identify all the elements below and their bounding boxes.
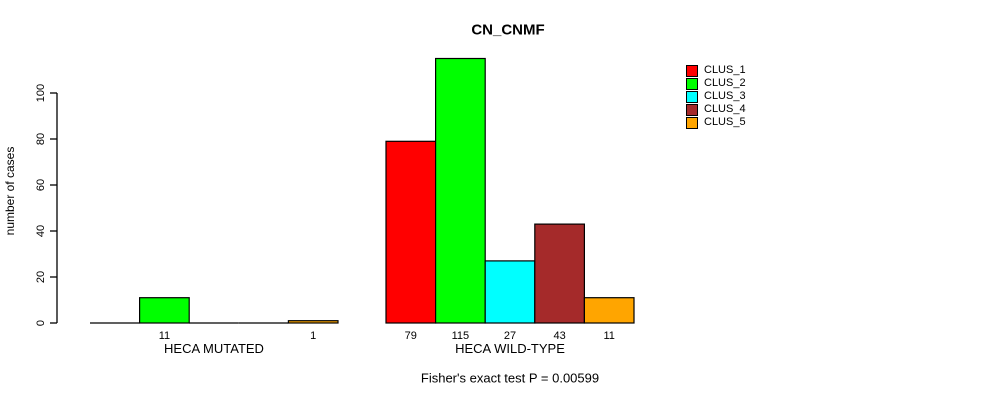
legend-swatch-clus_4 (686, 103, 698, 116)
legend-item: CLUS_5 (686, 116, 746, 129)
y-tick-label: 40 (35, 225, 47, 237)
y-tick-label: 0 (35, 320, 47, 326)
bar-clus_5-mutated (287, 320, 339, 324)
fisher-test-caption: Fisher's exact test P = 0.00599 (420, 370, 600, 386)
bar-clus_1-wildtype (385, 140, 437, 324)
bar-value-label: 27 (504, 330, 516, 342)
legend-label: CLUS_3 (704, 90, 746, 102)
bar-value-label: 11 (159, 330, 170, 342)
group-labels: HECA MUTATED HECA WILD-TYPE (164, 341, 565, 356)
bar-clus_2-mutated (139, 297, 190, 324)
bars-layer (90, 57, 635, 324)
y-tick-label: 100 (35, 84, 47, 102)
bar-clus_4-wildtype (534, 223, 585, 324)
legend-swatch-clus_2 (686, 77, 698, 90)
bar-value-labels: 11 1 79 115 27 43 11 (159, 330, 615, 342)
y-tick-label: 60 (35, 179, 47, 191)
legend-item: CLUS_1 (686, 64, 746, 77)
bar-value-label: 1 (310, 330, 316, 342)
legend-item: CLUS_3 (686, 90, 746, 103)
legend-swatch-clus_3 (686, 90, 698, 103)
bar-value-label: 115 (452, 330, 470, 342)
bar-value-label: 11 (603, 330, 614, 342)
bar-clus_2-wildtype (435, 57, 486, 324)
y-tick-label: 20 (35, 271, 47, 283)
group-label: HECA WILD-TYPE (455, 341, 565, 356)
y-axis: 0 20 40 60 80 100 (35, 84, 58, 326)
legend-label: CLUS_5 (704, 116, 746, 128)
group-label: HECA MUTATED (164, 341, 264, 356)
bar-value-label: 43 (553, 330, 565, 342)
bar-clus_3-wildtype (484, 260, 536, 324)
legend-label: CLUS_4 (704, 103, 746, 115)
legend-label: CLUS_1 (704, 64, 746, 76)
y-tick-label: 80 (35, 133, 47, 145)
legend-swatch-clus_5 (686, 116, 698, 129)
legend-swatch-clus_1 (686, 64, 698, 77)
chart-title: CN_CNMF (471, 21, 545, 39)
legend-label: CLUS_2 (704, 77, 746, 89)
legend: CLUS_1 CLUS_2 CLUS_3 CLUS_4 CLUS_5 (686, 64, 746, 129)
bar-value-label: 79 (405, 330, 417, 342)
legend-item: CLUS_2 (686, 77, 746, 90)
legend-item: CLUS_4 (686, 103, 746, 116)
bar-clus_5-wildtype (583, 297, 635, 324)
